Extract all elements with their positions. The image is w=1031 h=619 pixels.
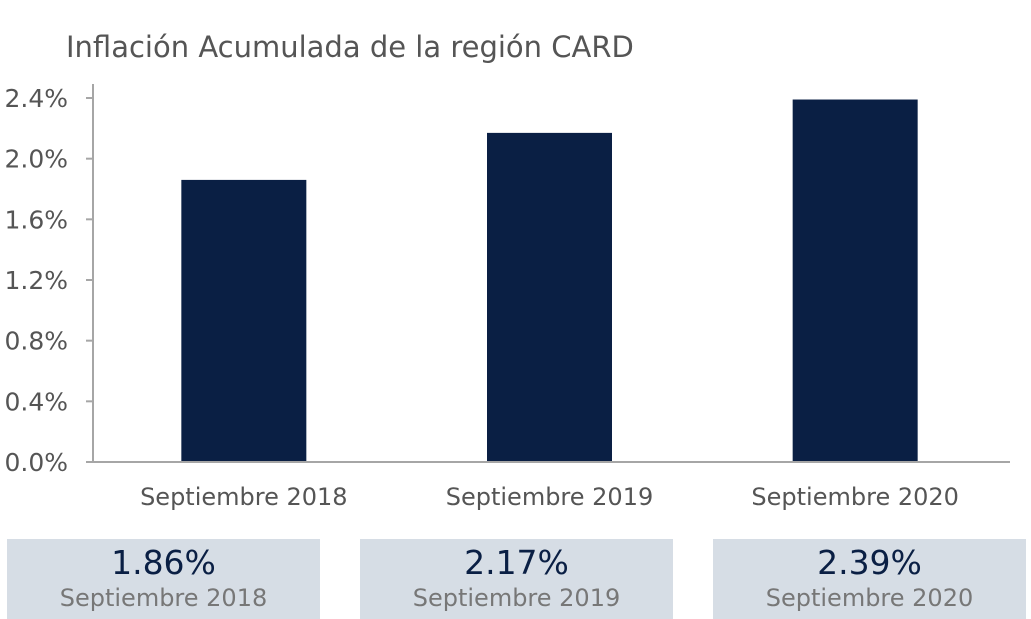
summary-card-2019: 2.17% Septiembre 2019 [360, 539, 673, 619]
bar-chart: Inflación Acumulada de la región CARD 0.… [4, 30, 1010, 511]
card-label: Septiembre 2018 [59, 584, 268, 612]
y-tick-label: 1.6% [4, 205, 68, 234]
y-tick-label: 2.4% [4, 84, 68, 113]
y-tick-label: 0.0% [4, 448, 68, 477]
bars [181, 99, 918, 463]
x-tick-label: Septiembre 2018 [140, 483, 348, 511]
y-axis-ticks: 0.0% 0.4% 0.8% 1.2% 1.6% 2.0% 2.4% [4, 84, 93, 477]
card-label: Septiembre 2020 [765, 584, 974, 612]
x-axis-ticks: Septiembre 2018 Septiembre 2019 Septiembre… [140, 483, 959, 511]
bar-septiembre-2018 [181, 179, 307, 462]
x-tick-label: Septiembre 2020 [751, 483, 959, 511]
summary-card-2018: 1.86% Septiembre 2018 [7, 539, 320, 619]
card-value: 2.39% [817, 543, 922, 582]
chart-title: Inflación Acumulada de la región CARD [66, 30, 634, 64]
y-tick-label: 0.8% [4, 327, 68, 356]
y-tick-label: 1.2% [4, 266, 68, 295]
card-value: 2.17% [464, 543, 569, 582]
y-tick-label: 2.0% [4, 145, 68, 174]
card-label: Septiembre 2019 [412, 584, 621, 612]
bar-septiembre-2020 [792, 99, 918, 463]
x-tick-label: Septiembre 2019 [446, 483, 654, 511]
card-value: 1.86% [111, 543, 216, 582]
bar-septiembre-2019 [487, 132, 612, 462]
summary-card-2020: 2.39% Septiembre 2020 [713, 539, 1026, 619]
y-tick-label: 0.4% [4, 387, 68, 416]
